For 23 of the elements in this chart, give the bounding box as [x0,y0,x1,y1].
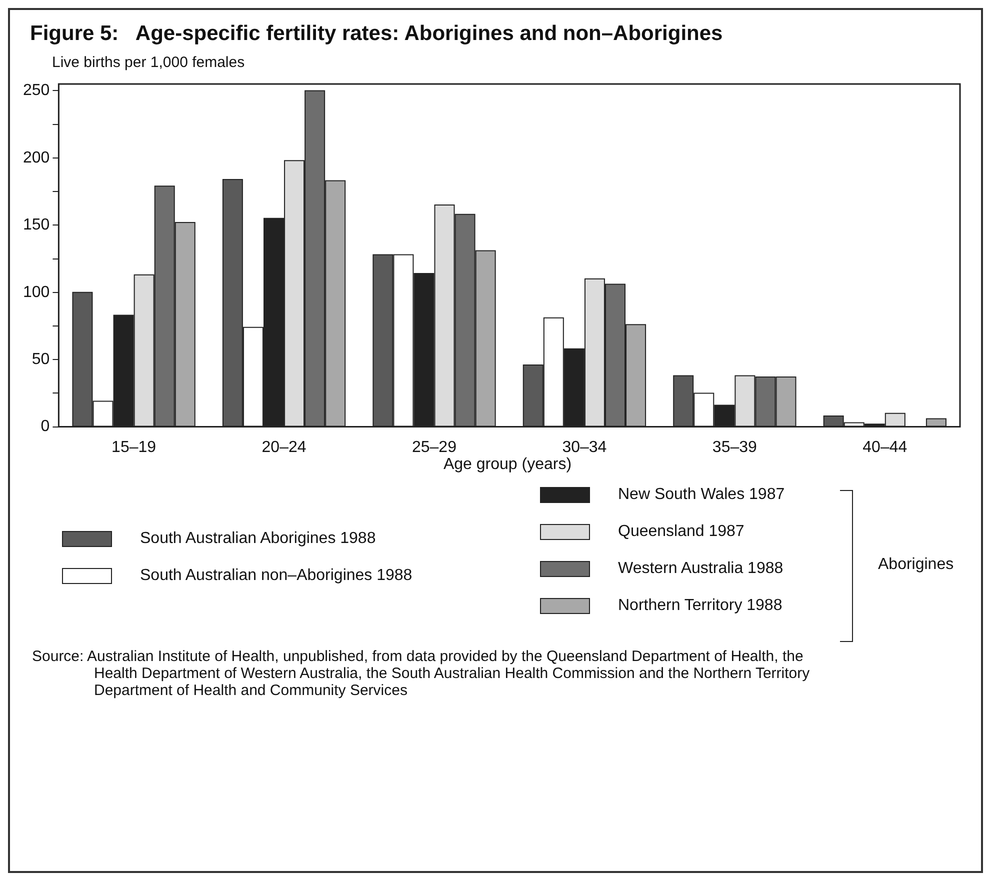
legend-label: Queensland 1987 [618,523,744,541]
legend-label: Northern Territory 1988 [618,597,782,615]
legend-label: Western Australia 1988 [618,560,784,578]
chart-title: Figure 5: Age-specific fertility rates: Aborigines and non–Aborigines [30,22,723,46]
legend-label: South Australian Aborigines 1988 [140,530,376,548]
legend-title: Aborigines [878,556,954,574]
legend-label: New South Wales 1987 [618,486,785,504]
legend-label: South Australian non–Aborigines 1988 [140,567,412,585]
x-tick-label: 30–34 [562,438,607,456]
y-tick-label: 100 [22,284,50,301]
y-tick-label: 0 [40,418,50,436]
y-tick-label: 200 [22,149,50,166]
y-tick-label: 250 [22,82,50,100]
x-axis-title: Age group (years) [442,456,573,474]
source-note: Source: Australian Institute of Health, unpublished, from data provided by the Queensland Department of Health, the Health Department of Western Australia, the South Australian Health Commission and the Northern Territory Department of Health and Community Services [32,648,811,699]
y-axis-title: Live births per 1,000 females [52,54,245,71]
x-tick-label: 35–39 [712,438,758,456]
y-tick-label: 50 [32,350,50,368]
y-tick-label: 150 [22,216,50,234]
x-tick-label: 25–29 [412,438,457,456]
x-tick-label: 15–19 [112,438,156,456]
x-tick-label: 20–24 [262,438,306,456]
x-tick-label: 40–44 [862,438,908,456]
